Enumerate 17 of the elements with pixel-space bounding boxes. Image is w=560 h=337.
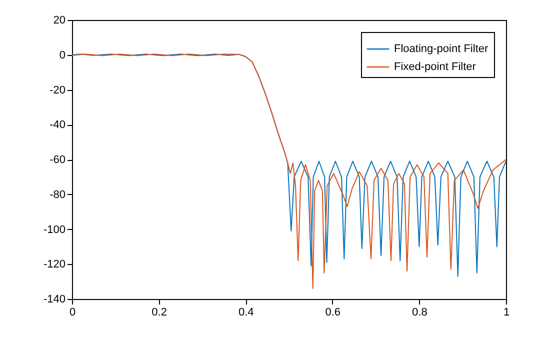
legend-label: Fixed-point Filter — [394, 61, 476, 73]
y-tick-label: -80 — [50, 188, 66, 201]
y-tick-label: -140 — [43, 294, 66, 306]
y-tick-label: -100 — [43, 224, 66, 236]
x-tick-label: 0 — [69, 306, 76, 318]
y-tick-label: -20 — [50, 84, 66, 96]
y-tick-label: -60 — [50, 154, 66, 166]
x-tick-label: 0.6 — [325, 306, 341, 318]
x-tick-label: 1 — [503, 306, 510, 318]
x-tick-label: 0.2 — [152, 306, 167, 318]
y-tick-label: -120 — [43, 258, 66, 271]
x-tick-label: 0.8 — [412, 306, 428, 318]
y-tick-label: 20 — [53, 14, 66, 26]
y-tick-label: -40 — [50, 119, 66, 132]
x-tick-label: 0.4 — [238, 306, 254, 318]
legend-label: Floating-point Filter — [394, 43, 488, 55]
y-tick-label: 0 — [59, 49, 66, 62]
